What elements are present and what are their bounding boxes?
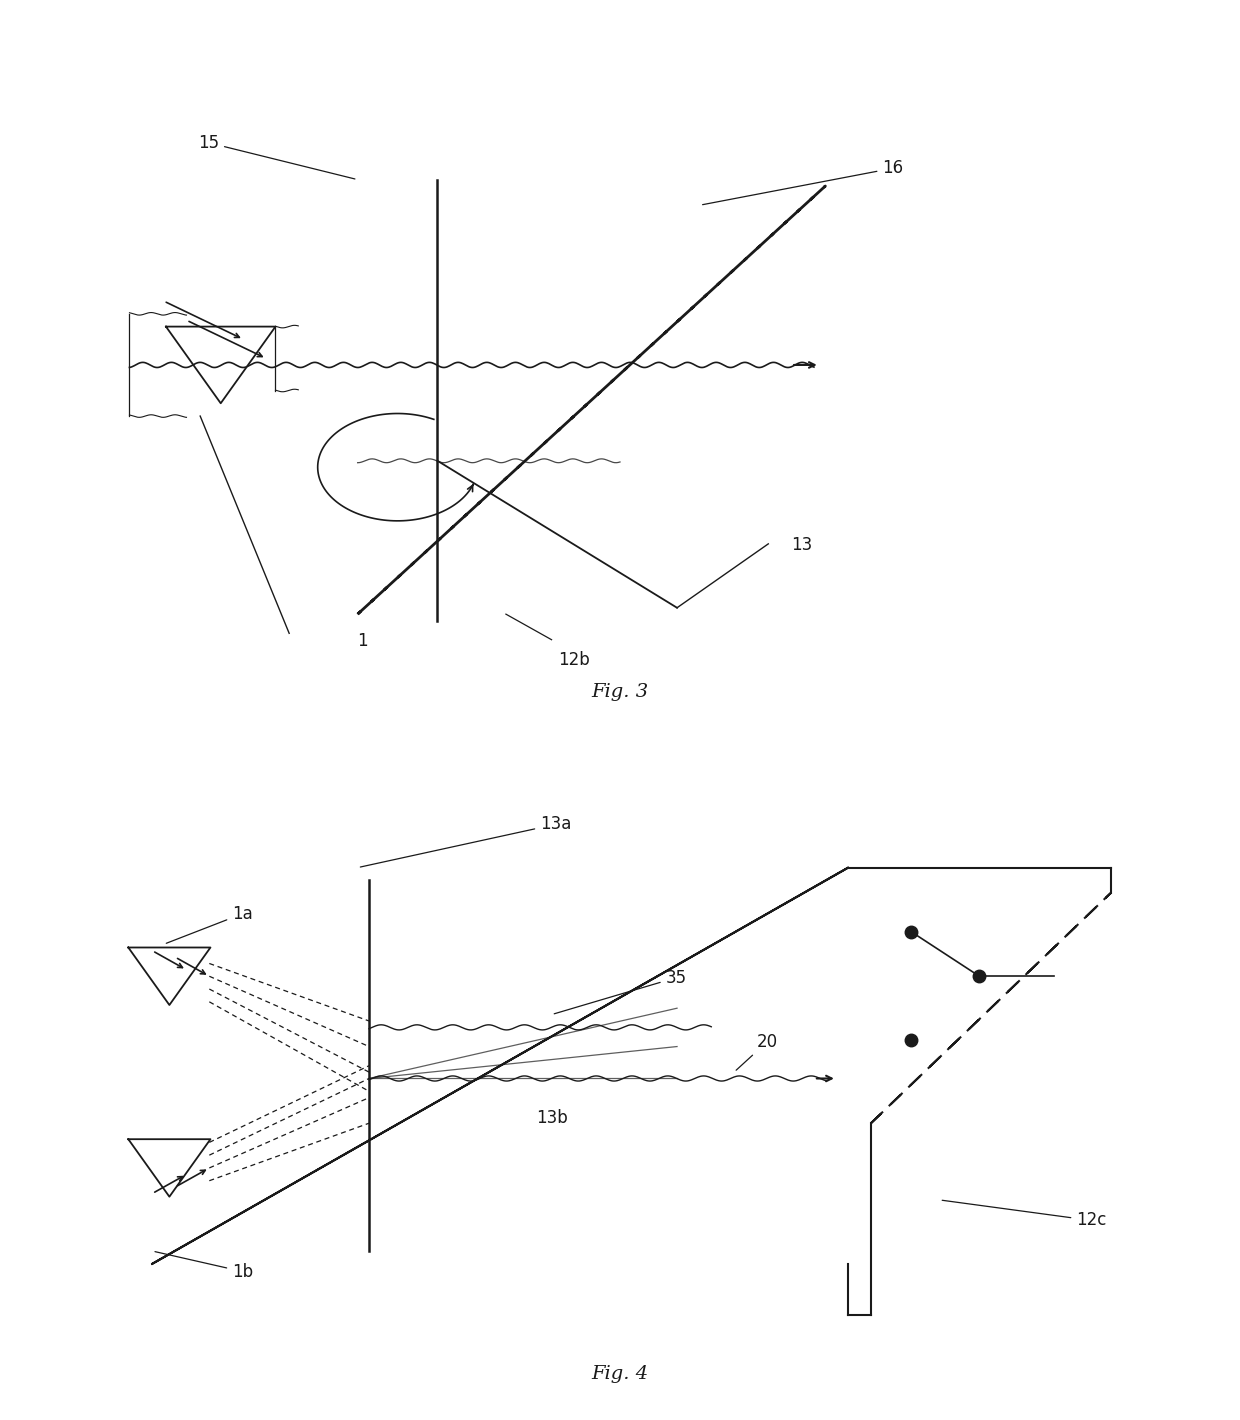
Text: 1a: 1a [166,905,253,943]
Text: 16: 16 [703,159,904,204]
Text: 20: 20 [737,1032,777,1071]
Text: Fig. 3: Fig. 3 [591,683,649,701]
Text: 12b: 12b [558,652,590,669]
Text: 13b: 13b [536,1109,568,1127]
Text: 15: 15 [198,133,355,179]
Text: 12c: 12c [942,1200,1106,1230]
Text: 35: 35 [554,968,687,1014]
Text: 1: 1 [357,632,368,650]
Text: 13a: 13a [361,815,572,868]
Text: 1b: 1b [155,1251,253,1281]
Text: 13: 13 [791,537,812,554]
Text: Fig. 4: Fig. 4 [591,1365,649,1383]
